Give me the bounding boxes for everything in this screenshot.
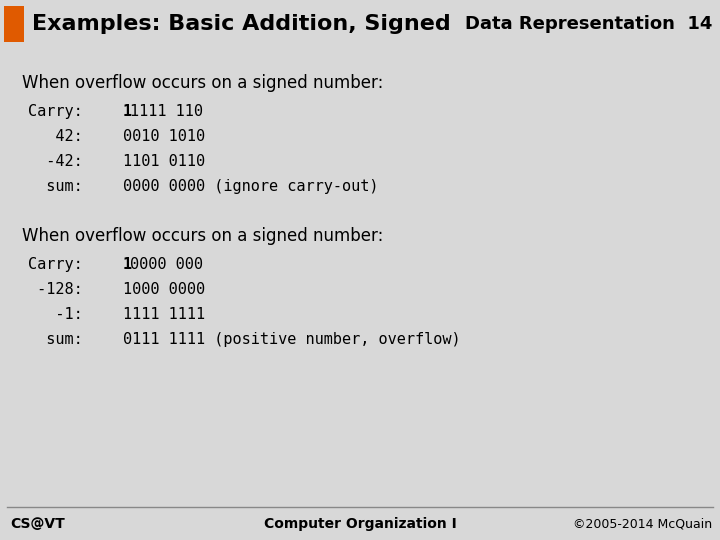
Text: Data Representation  14: Data Representation 14 [464,15,712,33]
Text: 1101 0110: 1101 0110 [123,154,205,169]
Text: 42:: 42: [28,129,83,144]
Text: 1000 0000: 1000 0000 [123,282,205,297]
Text: Carry:: Carry: [28,257,83,272]
Text: -42:: -42: [28,154,83,169]
Text: 0000 0000 (ignore carry-out): 0000 0000 (ignore carry-out) [123,179,379,194]
Text: Examples: Basic Addition, Signed: Examples: Basic Addition, Signed [32,14,451,34]
Text: Computer Organization I: Computer Organization I [264,517,456,531]
Text: 1111 1111: 1111 1111 [123,307,205,322]
Text: -128:: -128: [28,282,83,297]
Text: sum:: sum: [28,332,83,347]
FancyBboxPatch shape [4,6,24,42]
Text: When overflow occurs on a signed number:: When overflow occurs on a signed number: [22,227,383,245]
Text: 1: 1 [123,257,132,272]
Text: sum:: sum: [28,179,83,194]
Text: -1:: -1: [28,307,83,322]
Text: 0111 1111 (positive number, overflow): 0111 1111 (positive number, overflow) [123,332,461,347]
Text: Carry:: Carry: [28,104,83,119]
Text: 0000 000: 0000 000 [130,257,204,272]
Text: When overflow occurs on a signed number:: When overflow occurs on a signed number: [22,74,383,92]
Text: 1111 110: 1111 110 [130,104,204,119]
Text: 0010 1010: 0010 1010 [123,129,205,144]
Text: ©2005-2014 McQuain: ©2005-2014 McQuain [573,517,712,530]
Text: 1: 1 [123,104,132,119]
Text: CS@VT: CS@VT [10,517,65,531]
